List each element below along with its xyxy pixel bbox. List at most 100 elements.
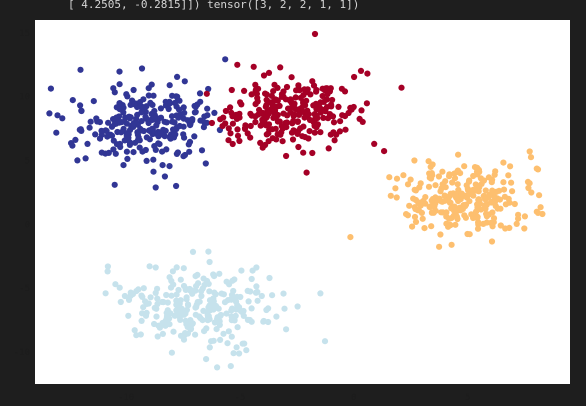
scatter-point-cluster-3 (238, 267, 245, 274)
scatter-point-cluster-0 (166, 163, 173, 170)
scatter-point-cluster-1 (234, 61, 241, 68)
scatter-point-cluster-2 (497, 222, 504, 229)
scatter-point-cluster-3 (192, 287, 199, 294)
scatter-point-cluster-0 (53, 129, 60, 136)
scatter-point-cluster-0 (150, 156, 157, 163)
scatter-point-cluster-3 (228, 295, 235, 302)
scatter-point-cluster-0 (196, 90, 204, 97)
scatter-point-cluster-2 (461, 212, 468, 219)
scatter-point-cluster-0 (59, 115, 66, 122)
scatter-point-cluster-1 (280, 110, 287, 117)
scatter-point-cluster-1 (363, 100, 370, 107)
scatter-point-cluster-0 (140, 96, 147, 103)
scatter-point-cluster-1 (325, 145, 332, 152)
scatter-point-cluster-0 (176, 122, 183, 130)
scatter-point-cluster-2 (525, 184, 532, 192)
scatter-point-cluster-3 (197, 315, 204, 322)
scatter-point-cluster-2 (441, 192, 448, 199)
scatter-point-cluster-0 (72, 136, 79, 143)
scatter-point-cluster-3 (225, 328, 232, 335)
scatter-point-cluster-1 (289, 136, 297, 143)
scatter-point-cluster-2 (535, 209, 542, 216)
scatter-point-cluster-0 (87, 118, 94, 125)
scatter-point-cluster-1 (300, 92, 307, 99)
scatter-point-cluster-3 (127, 289, 134, 296)
scatter-point-cluster-1 (241, 125, 249, 132)
scatter-point-cluster-0 (47, 85, 55, 92)
scatter-point-cluster-0 (90, 98, 97, 105)
scatter-point-cluster-3 (145, 300, 152, 307)
scatter-point-cluster-0 (77, 126, 84, 133)
scatter-point-cluster-2 (469, 191, 476, 198)
scatter-point-cluster-0 (105, 119, 112, 126)
scatter-point-cluster-0 (185, 141, 192, 148)
scatter-point-cluster-1 (288, 74, 295, 81)
scatter-point-cluster-2 (446, 215, 453, 222)
scatter-point-cluster-0 (138, 65, 146, 72)
scatter-point-cluster-1 (279, 138, 286, 145)
scatter-point-cluster-2 (446, 193, 453, 200)
scatter-point-cluster-0 (96, 119, 103, 126)
scatter-point-cluster-3 (168, 277, 175, 284)
scatter-point-cluster-0 (170, 126, 177, 133)
scatter-point-cluster-0 (131, 101, 138, 108)
scatter-point-cluster-2 (508, 188, 516, 195)
scatter-point-cluster-2 (491, 199, 498, 206)
scatter-point-cluster-0 (168, 113, 176, 120)
scatter-point-cluster-1 (364, 70, 371, 77)
scatter-point-cluster-3 (321, 338, 329, 345)
scatter-point-cluster-0 (163, 146, 170, 153)
scatter-point-cluster-2 (502, 225, 509, 232)
scatter-point-cluster-2 (513, 220, 520, 227)
scatter-point-cluster-0 (54, 112, 61, 119)
scatter-point-cluster-2 (429, 195, 436, 203)
scatter-point-cluster-1 (351, 73, 358, 81)
scatter-point-cluster-3 (260, 317, 267, 325)
scatter-point-cluster-1 (292, 94, 299, 101)
scatter-point-cluster-0 (82, 155, 89, 162)
scatter-point-cluster-0 (157, 105, 164, 112)
scatter-point-cluster-2 (526, 180, 533, 187)
scatter-point-cluster-3 (249, 267, 256, 274)
scatter-point-cluster-2 (432, 182, 439, 189)
scatter-point-cluster-2 (437, 188, 444, 195)
scatter-point-cluster-2 (449, 179, 456, 186)
scatter-point-cluster-2 (425, 183, 433, 190)
scatter-point-cluster-2 (411, 157, 418, 164)
scatter-point-cluster-1 (331, 137, 338, 144)
scatter-point-cluster-1 (254, 98, 261, 105)
y-tick-label: 5 (25, 157, 30, 167)
scatter-point-cluster-2 (410, 195, 417, 202)
scatter-point-cluster-2 (454, 181, 461, 188)
scatter-point-cluster-1 (217, 116, 224, 123)
scatter-point-cluster-1 (265, 110, 272, 117)
scatter-point-cluster-1 (248, 91, 255, 98)
scatter-point-cluster-3 (140, 304, 147, 311)
scatter-point-cluster-3 (117, 298, 124, 306)
scatter-point-cluster-2 (447, 222, 454, 229)
scatter-point-cluster-1 (257, 139, 264, 146)
scatter-point-cluster-1 (237, 99, 244, 106)
scatter-point-cluster-3 (131, 327, 138, 334)
scatter-point-cluster-3 (243, 347, 250, 354)
scatter-point-cluster-1 (398, 84, 405, 91)
scatter-point-cluster-1 (300, 98, 307, 106)
scatter-point-cluster-0 (140, 105, 148, 112)
scatter-point-cluster-3 (240, 312, 247, 319)
scatter-point-cluster-3 (221, 299, 229, 306)
scatter-point-cluster-2 (412, 218, 420, 225)
scatter-point-cluster-2 (387, 192, 394, 199)
scatter-point-cluster-2 (489, 187, 496, 194)
scatter-point-cluster-3 (116, 284, 123, 291)
scatter-point-cluster-3 (163, 316, 170, 323)
scatter-point-cluster-1 (345, 109, 352, 117)
scatter-point-cluster-1 (247, 134, 254, 141)
scatter-point-cluster-3 (203, 325, 210, 332)
scatter-point-cluster-2 (411, 213, 419, 221)
scatter-point-cluster-1 (300, 123, 307, 130)
scatter-point-cluster-3 (280, 290, 287, 297)
scatter-point-cluster-0 (163, 119, 170, 126)
scatter-point-cluster-1 (265, 130, 272, 137)
scatter-point-cluster-0 (149, 101, 156, 108)
scatter-point-cluster-0 (191, 133, 198, 140)
